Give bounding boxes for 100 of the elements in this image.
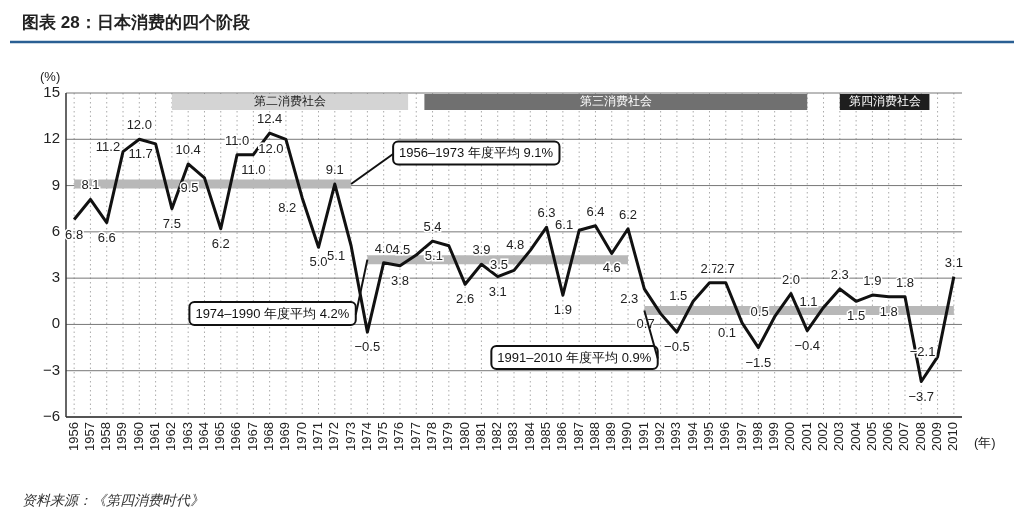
- annotation: 1991–2010 年度平均 0.9%: [497, 349, 652, 365]
- x-tick-label: 1957: [81, 422, 97, 451]
- x-tick-label: 1989: [603, 422, 619, 451]
- y-axis-title: (%): [40, 69, 61, 84]
- x-tick-label: 1958: [98, 422, 114, 451]
- x-tick-label: 1999: [766, 422, 782, 451]
- data-label: 6.1: [555, 217, 574, 233]
- x-tick-label: 1995: [700, 422, 716, 451]
- data-label: 6.4: [586, 203, 605, 219]
- data-label: 3.1: [944, 254, 963, 270]
- data-label: 10.4: [175, 141, 201, 157]
- data-label: −0.5: [664, 339, 690, 355]
- x-tick-label: 1983: [505, 422, 521, 451]
- x-tick-label: 1965: [212, 422, 228, 451]
- band-label: 第三消费社会: [579, 94, 652, 109]
- chart-title: 图表 28：日本消费的四个阶段: [22, 13, 251, 32]
- x-tick-label: 1998: [749, 422, 765, 451]
- x-tick-label: 1966: [228, 422, 244, 451]
- data-label: 6.6: [97, 229, 116, 245]
- x-tick-label: 1997: [733, 422, 749, 451]
- y-tick-label: 6: [51, 221, 60, 239]
- x-tick-label: 2000: [782, 422, 798, 451]
- x-tick-label: 1996: [717, 422, 733, 451]
- data-label: 8.2: [278, 199, 297, 215]
- data-label: 2.3: [620, 290, 639, 306]
- x-tick-label: 1986: [554, 422, 570, 451]
- x-tick-label: 1984: [521, 422, 537, 451]
- annotation: 1956–1973 年度平均 9.1%: [350, 140, 561, 186]
- data-label: 9.5: [180, 179, 199, 195]
- x-tick-label: 1968: [261, 422, 277, 451]
- x-tick-label: 1975: [375, 422, 391, 451]
- data-label: −0.4: [794, 337, 821, 353]
- data-label: 12.0: [258, 141, 284, 157]
- annotation: 1974–1990 年度平均 4.2%: [195, 306, 350, 322]
- data-label: 1.8: [879, 303, 898, 319]
- x-tick-label: 1985: [538, 422, 554, 451]
- data-label: 2.3: [830, 266, 849, 282]
- data-label: 12.4: [256, 111, 283, 127]
- data-label: −1.5: [745, 354, 772, 370]
- data-label: 3.5: [489, 257, 509, 273]
- x-tick-label: 1987: [570, 422, 586, 451]
- data-label: 0.1: [718, 324, 737, 340]
- x-tick-label: 1961: [147, 422, 163, 451]
- x-tick-label: 2006: [880, 422, 896, 451]
- y-tick-label: 0: [51, 314, 60, 332]
- data-label: 2.6: [456, 291, 475, 307]
- data-label: 1.8: [895, 274, 915, 290]
- band-label: 第二消费社会: [254, 94, 326, 109]
- data-label: 12.0: [126, 117, 152, 133]
- data-label: 6.3: [537, 205, 556, 221]
- x-tick-label: 1969: [277, 422, 293, 451]
- x-tick-label: 1982: [489, 422, 505, 451]
- x-tick-label: 2004: [847, 422, 863, 451]
- x-tick-label: 2008: [912, 422, 928, 451]
- data-label: 11.0: [241, 161, 266, 177]
- x-tick-label: 2002: [814, 422, 830, 451]
- x-tick-label: 1974: [358, 422, 374, 451]
- x-tick-label: 1976: [391, 422, 407, 451]
- y-tick-label: −6: [42, 406, 60, 424]
- x-tick-label: 1979: [440, 422, 456, 451]
- data-label: 1.9: [863, 273, 882, 289]
- y-tick-label: −3: [42, 360, 60, 378]
- data-label: 9.1: [325, 162, 344, 178]
- x-tick-label: 1988: [586, 422, 602, 451]
- data-label: 5.1: [327, 247, 346, 263]
- x-tick-label: 2009: [929, 422, 944, 451]
- x-tick-label: 1978: [423, 422, 439, 451]
- x-tick-label: 2003: [831, 422, 847, 451]
- x-axis-title: (年): [974, 435, 996, 450]
- data-label: 6.2: [211, 235, 230, 251]
- data-label: 0.5: [750, 303, 769, 319]
- x-tick-label: 1980: [456, 422, 472, 451]
- x-tick-label: 1963: [179, 422, 195, 451]
- x-tick-label: 1994: [684, 422, 700, 451]
- x-tick-label: 1959: [114, 422, 130, 451]
- x-tick-label: 1972: [326, 422, 342, 451]
- data-label: 1.9: [553, 302, 572, 318]
- data-label: 2.0: [781, 271, 800, 287]
- data-label: 11.2: [95, 138, 121, 154]
- data-label: 11.7: [128, 145, 153, 161]
- data-label: 5.0: [309, 254, 328, 270]
- data-label: 3.1: [488, 283, 507, 299]
- x-tick-label: 1962: [163, 422, 179, 451]
- x-tick-label: 2007: [896, 422, 912, 451]
- data-label: 4.5: [392, 242, 411, 257]
- data-label: 6.2: [619, 206, 638, 222]
- data-label: 8.1: [81, 177, 100, 193]
- x-tick-label: 1971: [309, 422, 325, 451]
- text: 资料来源：《第四消费时代》: [22, 492, 204, 508]
- x-tick-label: 2001: [798, 422, 814, 451]
- x-tick-label: 1991: [635, 422, 651, 451]
- x-tick-label: 1981: [472, 422, 488, 451]
- x-tick-label: 1967: [244, 422, 260, 451]
- data-label: 7.5: [162, 215, 181, 231]
- data-label: 5.4: [423, 219, 442, 235]
- band-label: 第四消费社会: [848, 94, 921, 109]
- x-tick-label: 1977: [407, 422, 423, 451]
- annotation: 1956–1973 年度平均 9.1%: [399, 145, 554, 161]
- data-label: −0.5: [354, 339, 381, 355]
- x-tick-label: 2010: [945, 422, 961, 451]
